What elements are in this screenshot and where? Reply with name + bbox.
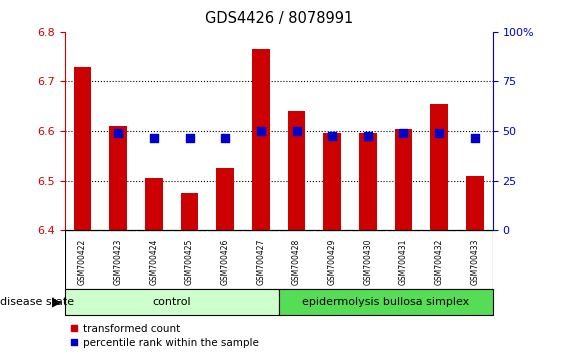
Text: GSM700427: GSM700427 xyxy=(256,239,265,285)
Legend: transformed count, percentile rank within the sample: transformed count, percentile rank withi… xyxy=(70,324,260,348)
Text: control: control xyxy=(153,297,191,307)
Bar xyxy=(109,126,127,230)
Point xyxy=(328,133,337,139)
Point xyxy=(470,136,479,141)
Text: ▶: ▶ xyxy=(52,295,62,308)
Point xyxy=(149,136,158,141)
Bar xyxy=(216,168,234,230)
Point xyxy=(292,128,301,134)
Point xyxy=(256,128,265,134)
Text: GSM700423: GSM700423 xyxy=(114,239,123,285)
Point xyxy=(363,133,372,139)
Text: disease state: disease state xyxy=(0,297,74,307)
Text: GSM700422: GSM700422 xyxy=(78,239,87,285)
Bar xyxy=(466,176,484,230)
Text: GSM700430: GSM700430 xyxy=(363,239,372,285)
Text: GSM700432: GSM700432 xyxy=(435,239,444,285)
Text: GSM700433: GSM700433 xyxy=(470,239,479,285)
Text: GSM700429: GSM700429 xyxy=(328,239,337,285)
Bar xyxy=(65,289,279,315)
Point xyxy=(185,136,194,141)
Text: GSM700431: GSM700431 xyxy=(399,239,408,285)
Bar xyxy=(74,67,91,230)
Bar xyxy=(395,129,412,230)
Bar xyxy=(279,289,493,315)
Point xyxy=(114,131,123,136)
Bar xyxy=(359,133,377,230)
Text: GSM700428: GSM700428 xyxy=(292,239,301,285)
Text: GSM700424: GSM700424 xyxy=(149,239,158,285)
Text: GSM700426: GSM700426 xyxy=(221,239,230,285)
Bar xyxy=(252,49,270,230)
Bar xyxy=(145,178,163,230)
Text: GDS4426 / 8078991: GDS4426 / 8078991 xyxy=(204,11,353,25)
Point xyxy=(399,131,408,136)
Bar xyxy=(430,104,448,230)
Point xyxy=(221,136,230,141)
Text: epidermolysis bullosa simplex: epidermolysis bullosa simplex xyxy=(302,297,470,307)
Point xyxy=(435,131,444,136)
Bar xyxy=(181,193,198,230)
Bar xyxy=(323,133,341,230)
Bar xyxy=(288,111,305,230)
Text: GSM700425: GSM700425 xyxy=(185,239,194,285)
